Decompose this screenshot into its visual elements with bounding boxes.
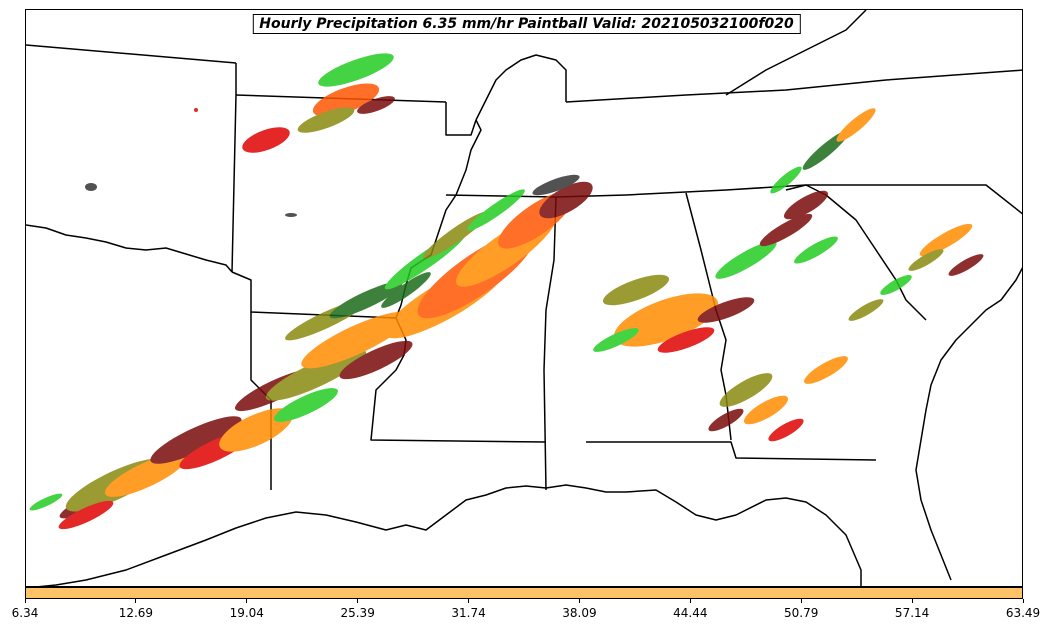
colorbar-tick-label: 31.74 (451, 606, 486, 620)
colorbar-tick-label: 63.49 (1005, 606, 1041, 620)
colorbar-tick (800, 599, 802, 603)
colorbar (25, 587, 1023, 599)
colorbar-tick-label: 6.34 (11, 606, 39, 620)
colorbar-tick-label: 19.04 (229, 606, 264, 620)
map-canvas (26, 10, 1022, 586)
state-boundaries (26, 10, 1022, 586)
colorbar-tick (689, 599, 691, 603)
map-title: Hourly Precipitation 6.35 mm/hr Paintbal… (252, 14, 801, 34)
colorbar-tick (357, 599, 359, 603)
precipitation-paintball-layer (29, 53, 984, 530)
colorbar-tick (24, 599, 26, 603)
colorbar-tick (135, 599, 137, 603)
colorbar-tick (578, 599, 580, 603)
colorbar-tick (246, 599, 248, 603)
colorbar-tick-label: 25.39 (340, 606, 375, 620)
colorbar-tick (468, 599, 470, 603)
colorbar-tick-label: 50.79 (784, 606, 819, 620)
colorbar-tick (911, 599, 913, 603)
colorbar-tick-label: 57.14 (894, 606, 930, 620)
colorbar-tick-label: 12.69 (118, 606, 154, 620)
colorbar-tick-label: 38.09 (562, 606, 597, 620)
map-panel (25, 9, 1023, 587)
colorbar-tick-label: 44.44 (673, 606, 708, 620)
colorbar-tick (1022, 599, 1024, 603)
